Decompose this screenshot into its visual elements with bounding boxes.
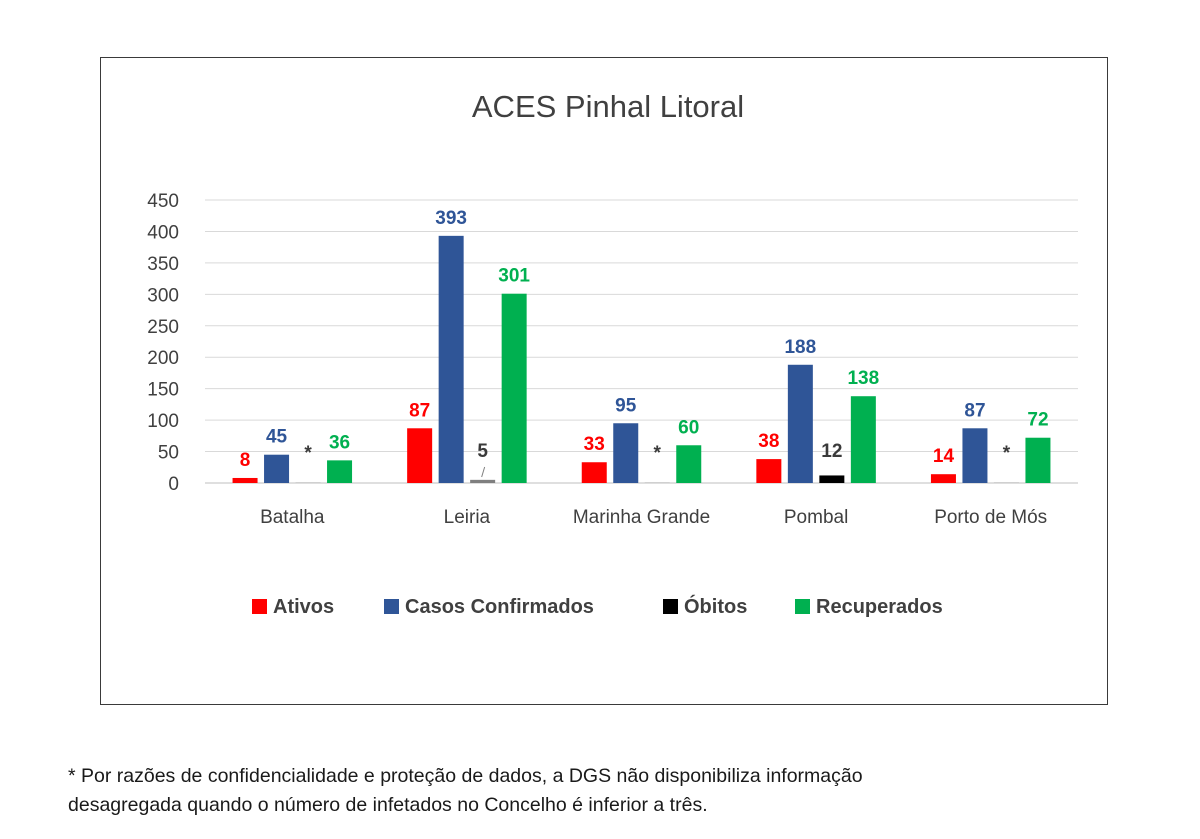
y-tick-label: 50 bbox=[158, 443, 179, 464]
legend-swatch bbox=[663, 599, 678, 614]
bar bbox=[930, 474, 956, 483]
data-label: 393 bbox=[435, 208, 467, 229]
x-tick-label: Marinha Grande bbox=[573, 507, 710, 528]
legend-swatch bbox=[252, 599, 267, 614]
bar bbox=[1025, 437, 1051, 483]
data-label: 45 bbox=[266, 427, 288, 448]
y-tick-label: 150 bbox=[147, 380, 179, 401]
legend-label: Casos Confirmados bbox=[405, 596, 594, 618]
y-tick-label: 300 bbox=[147, 285, 179, 306]
bar bbox=[787, 364, 813, 483]
bar bbox=[756, 459, 782, 483]
legend-label: Ativos bbox=[273, 596, 334, 618]
bar bbox=[819, 475, 845, 483]
bar bbox=[644, 482, 670, 483]
bar bbox=[850, 396, 876, 483]
data-label: 33 bbox=[584, 434, 605, 455]
data-label: 95 bbox=[615, 395, 637, 416]
bar bbox=[295, 482, 321, 483]
y-tick-label: 450 bbox=[147, 191, 179, 212]
leader-line bbox=[481, 466, 486, 478]
bar bbox=[407, 428, 433, 483]
data-label: 72 bbox=[1027, 410, 1048, 431]
bar bbox=[676, 445, 702, 483]
data-label: * bbox=[304, 443, 312, 464]
y-tick-label: 0 bbox=[168, 474, 179, 495]
y-tick-label: 250 bbox=[147, 317, 179, 338]
data-label: 36 bbox=[329, 432, 350, 453]
legend-label: Recuperados bbox=[816, 596, 943, 618]
bar bbox=[232, 477, 258, 483]
footnote: * Por razões de confidencialidade e prot… bbox=[68, 762, 1148, 820]
bar bbox=[327, 460, 353, 483]
bar bbox=[993, 482, 1019, 483]
data-label: 14 bbox=[933, 446, 955, 467]
bar bbox=[501, 293, 527, 483]
y-tick-label: 100 bbox=[147, 411, 179, 432]
bar bbox=[264, 454, 290, 483]
data-label: 188 bbox=[784, 337, 816, 358]
data-label: * bbox=[1003, 443, 1011, 464]
data-label: * bbox=[654, 443, 662, 464]
data-label: 60 bbox=[678, 417, 699, 438]
y-tick-label: 350 bbox=[147, 254, 179, 275]
data-label: 138 bbox=[847, 368, 879, 389]
data-label: 5 bbox=[477, 441, 488, 462]
bar bbox=[962, 428, 988, 483]
data-label: 8 bbox=[240, 450, 251, 471]
data-label: 87 bbox=[964, 400, 985, 421]
chart-title: ACES Pinhal Litoral bbox=[472, 89, 744, 124]
bar bbox=[613, 423, 639, 483]
bar bbox=[438, 235, 464, 483]
bar-chart: ACES Pinhal Litoral 0 50 100 150 200 250 300 350… bbox=[147, 89, 1078, 618]
legend-swatch bbox=[795, 599, 810, 614]
bar bbox=[470, 479, 496, 483]
x-tick-label: Leiria bbox=[444, 507, 491, 528]
data-label: 87 bbox=[409, 400, 430, 421]
data-label: 301 bbox=[498, 266, 530, 287]
x-tick-label: Pombal bbox=[784, 507, 848, 528]
data-label: 12 bbox=[821, 441, 842, 462]
x-tick-label: Porto de Mós bbox=[934, 507, 1047, 528]
y-tick-label: 200 bbox=[147, 348, 179, 369]
footnote-line-2: desagregada quando o número de infetados… bbox=[68, 794, 708, 816]
chart-frame bbox=[100, 57, 1108, 705]
x-tick-label: Batalha bbox=[260, 507, 325, 528]
legend-swatch bbox=[384, 599, 399, 614]
y-tick-label: 400 bbox=[147, 222, 179, 243]
data-label: 38 bbox=[758, 431, 779, 452]
footnote-line-1: * Por razões de confidencialidade e prot… bbox=[68, 765, 863, 787]
legend-label: Óbitos bbox=[684, 594, 747, 618]
bar bbox=[581, 462, 607, 483]
